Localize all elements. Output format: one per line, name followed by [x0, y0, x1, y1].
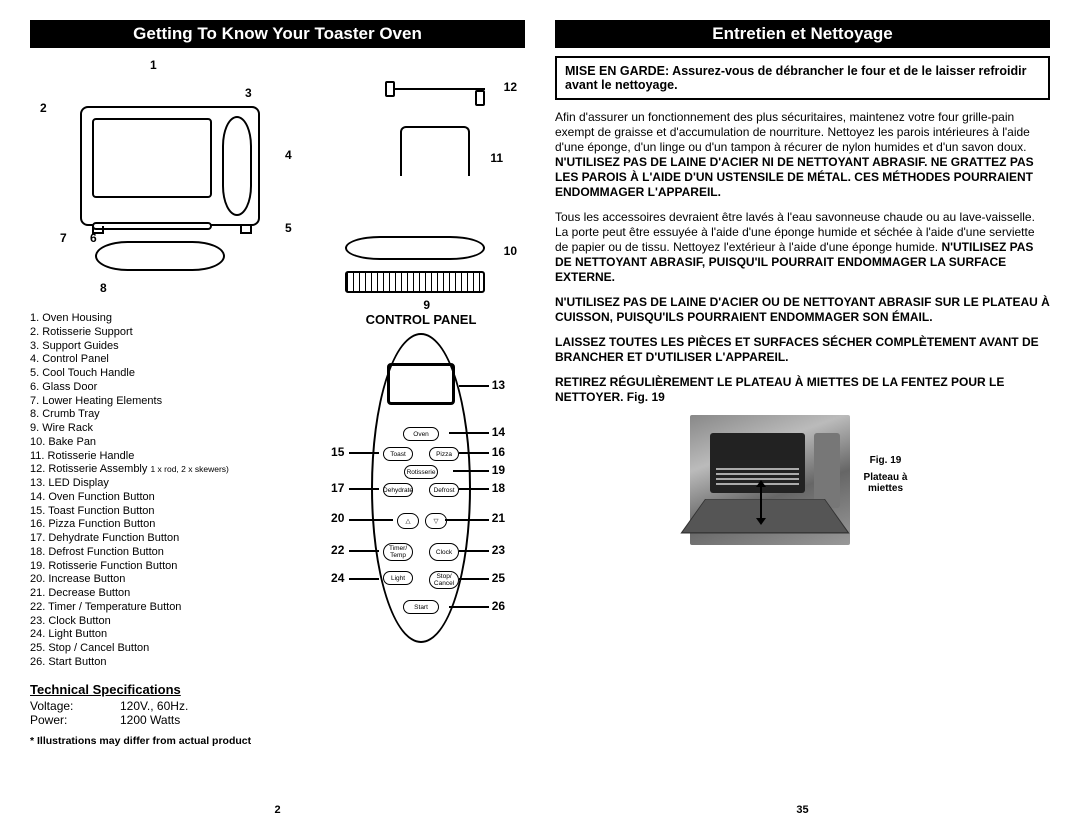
cp-increase-btn: △ [397, 513, 419, 529]
callout-3: 3 [245, 86, 252, 100]
cp-pizza-btn: Pizza [429, 447, 459, 461]
cp-rotis-btn: Rotisserie [404, 465, 438, 479]
cp-light-btn: Light [383, 571, 413, 585]
parts-list-item: 12. Rotisserie Assembly 1 x rod, 2 x ske… [30, 463, 302, 477]
illustration-footnote: * Illustrations may differ from actual p… [30, 735, 525, 747]
callout-5: 5 [285, 221, 292, 235]
figure-19: Fig. 19 Plateau à miettes [555, 415, 1050, 545]
oven-drawing [60, 76, 290, 256]
callout-12: 12 [504, 80, 517, 94]
para-3: N'UTILISEZ PAS DE LAINE D'ACIER OU DE NE… [555, 295, 1050, 325]
callout-1: 1 [150, 58, 157, 72]
control-panel-heading: CONTROL PANEL [317, 312, 525, 327]
parts-list-item: 13. LED Display [30, 477, 302, 491]
left-page-number: 2 [15, 804, 540, 816]
para-1: Afin d'assurer un fonctionnement des plu… [555, 110, 1050, 200]
cp-start-btn: Start [403, 600, 439, 614]
cp-clock-btn: Clock [429, 543, 459, 561]
pan-drawing [345, 236, 485, 260]
cp-call-25: 25 [492, 571, 505, 585]
cp-call-13: 13 [492, 378, 505, 392]
spec-voltage: Voltage: 120V., 60Hz. [30, 699, 525, 713]
cp-call-20: 20 [331, 511, 344, 525]
parts-list-item: 22. Timer / Temperature Button [30, 601, 302, 615]
tech-specs-heading: Technical Specifications [30, 682, 525, 697]
rack-drawing [345, 271, 485, 293]
parts-list-item: 25. Stop / Cancel Button [30, 642, 302, 656]
parts-list-item: 16. Pizza Function Button [30, 518, 302, 532]
parts-list-item: 2. Rotisserie Support [30, 326, 302, 340]
parts-list: 1. Oven Housing2. Rotisserie Support3. S… [30, 312, 302, 670]
left-page: Getting To Know Your Toaster Oven 2 1 3 … [15, 20, 540, 814]
cp-call-16: 16 [492, 445, 505, 459]
parts-list-item: 1. Oven Housing [30, 312, 302, 326]
cp-decrease-btn: ▽ [425, 513, 447, 529]
para-4: LAISSEZ TOUTES LES PIÈCES ET SURFACES SÉ… [555, 335, 1050, 365]
parts-list-item: 8. Crumb Tray [30, 408, 302, 422]
parts-list-item: 4. Control Panel [30, 353, 302, 367]
parts-list-item: 14. Oven Function Button [30, 491, 302, 505]
callout-11: 11 [490, 151, 503, 165]
cp-stop-btn: Stop/ Cancel [429, 571, 459, 589]
parts-list-item: 3. Support Guides [30, 340, 302, 354]
callout-6: 6 [90, 231, 97, 245]
callout-9: 9 [423, 298, 430, 312]
cp-oven-btn: Oven [403, 427, 439, 441]
right-page: Entretien et Nettoyage MISE EN GARDE: As… [540, 20, 1065, 814]
parts-list-item: 20. Increase Button [30, 573, 302, 587]
cp-call-26: 26 [492, 599, 505, 613]
parts-list-item: 10. Bake Pan [30, 436, 302, 450]
cp-call-21: 21 [492, 511, 505, 525]
rotisserie-handle-drawing [400, 126, 470, 176]
parts-list-item: 19. Rotisserie Function Button [30, 560, 302, 574]
cp-call-19: 19 [492, 463, 505, 477]
callout-7: 7 [60, 231, 67, 245]
parts-list-item: 15. Toast Function Button [30, 505, 302, 519]
tech-specs: Technical Specifications Voltage: 120V.,… [30, 670, 525, 747]
callout-8: 8 [100, 281, 107, 295]
left-title: Getting To Know Your Toaster Oven [30, 20, 525, 48]
rotisserie-rod-drawing [385, 81, 485, 97]
cp-call-14: 14 [492, 425, 505, 439]
warning-box: MISE EN GARDE: Assurez-vous de débranche… [555, 56, 1050, 100]
parts-list-item: 18. Defrost Function Button [30, 546, 302, 560]
parts-list-item: 23. Clock Button [30, 615, 302, 629]
cp-timer-btn: Timer/ Temp [383, 543, 413, 561]
parts-list-item: 6. Glass Door [30, 381, 302, 395]
cp-call-24: 24 [331, 571, 344, 585]
parts-list-item: 11. Rotisserie Handle [30, 450, 302, 464]
right-title: Entretien et Nettoyage [555, 20, 1050, 48]
para-5: RETIREZ RÉGULIÈREMENT LE PLATEAU À MIETT… [555, 375, 1050, 405]
oven-diagram: 2 1 3 4 5 6 7 8 12 11 10 9 [30, 56, 525, 306]
callout-2: 2 [40, 101, 47, 115]
parts-list-item: 21. Decrease Button [30, 587, 302, 601]
figure-19-photo [690, 415, 850, 545]
cp-call-22: 22 [331, 543, 344, 557]
parts-list-item: 7. Lower Heating Elements [30, 395, 302, 409]
cp-toast-btn: Toast [383, 447, 413, 461]
tray-drawing [95, 241, 225, 271]
parts-list-item: 9. Wire Rack [30, 422, 302, 436]
spec-power: Power: 1200 Watts [30, 713, 525, 727]
control-panel-block: CONTROL PANEL Oven Toast Pizza Rotisseri… [317, 312, 525, 653]
parts-list-item: 17. Dehydrate Function Button [30, 532, 302, 546]
parts-list-item: 5. Cool Touch Handle [30, 367, 302, 381]
cp-defrost-btn: Defrost [429, 483, 459, 497]
cp-call-17: 17 [331, 481, 344, 495]
cp-call-18: 18 [492, 481, 505, 495]
parts-list-item: 26. Start Button [30, 656, 302, 670]
cp-led-display [387, 363, 455, 405]
callout-10: 10 [504, 244, 517, 258]
cp-call-15: 15 [331, 445, 344, 459]
right-page-number: 35 [540, 804, 1065, 816]
figure-19-caption: Fig. 19 Plateau à miettes [856, 415, 916, 494]
control-panel-diagram: Oven Toast Pizza Rotisserie Dehydrate De… [331, 333, 511, 653]
callout-4: 4 [285, 148, 292, 162]
parts-list-item: 24. Light Button [30, 628, 302, 642]
cp-call-23: 23 [492, 543, 505, 557]
cp-dehyd-btn: Dehydrate [383, 483, 413, 497]
para-2: Tous les accessoires devraient être lavé… [555, 210, 1050, 285]
